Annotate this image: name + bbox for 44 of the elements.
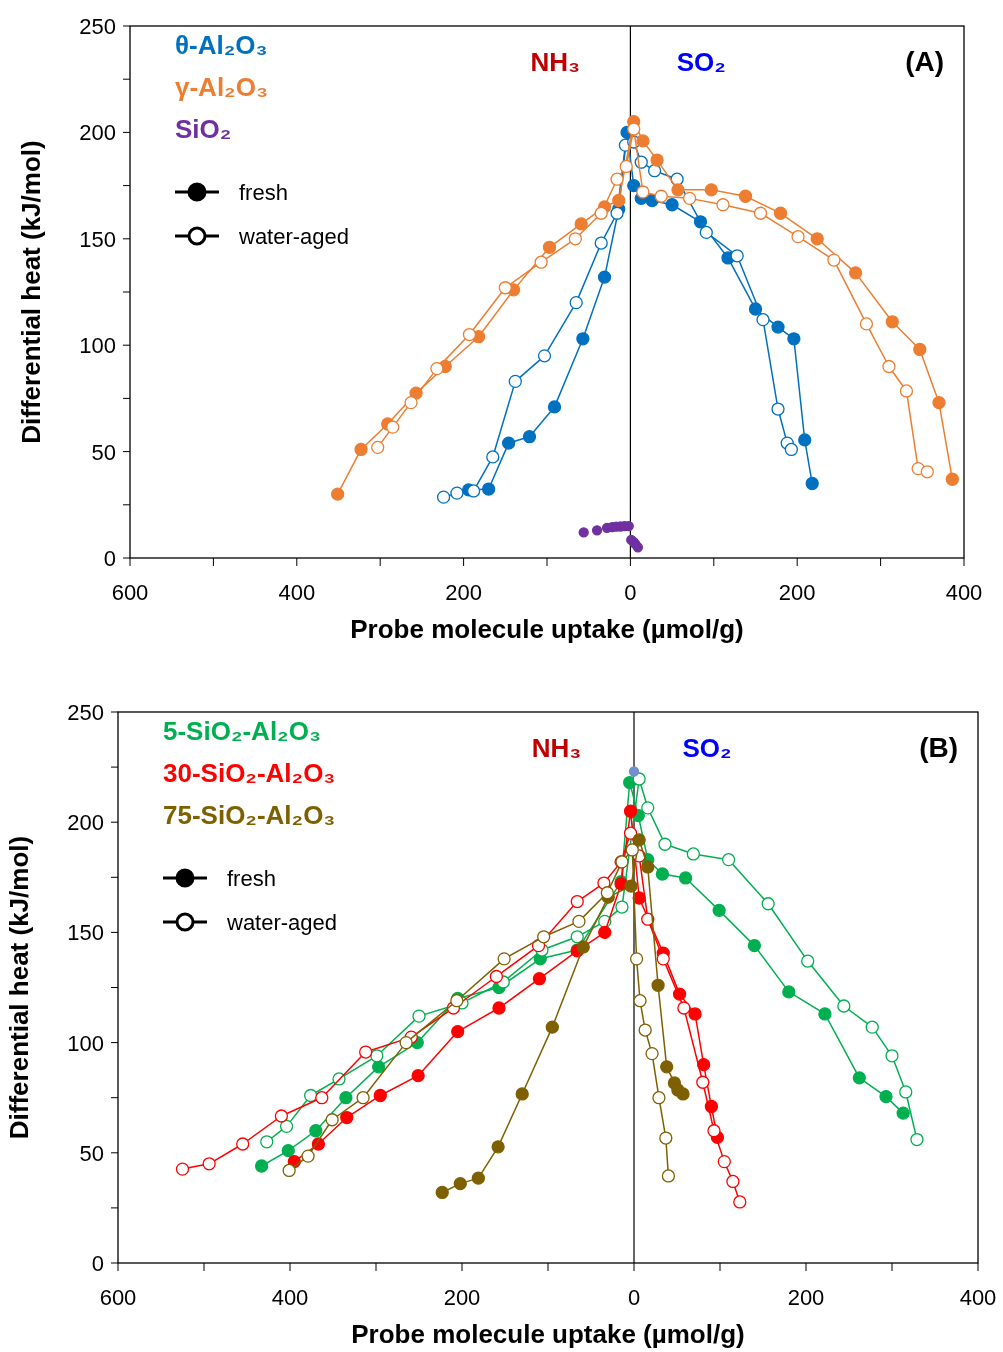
- text: γ-Al₂O₃: [175, 72, 268, 102]
- annotation: water-aged: [226, 910, 338, 935]
- annotation: fresh: [239, 180, 288, 205]
- x-tick-label: 200: [787, 1285, 825, 1310]
- text: θ-Al₂O₃: [175, 30, 268, 60]
- annotation: NH₃: [531, 733, 582, 763]
- x-tick-label: 0: [627, 1285, 641, 1310]
- x-axis-title: Probe molecule uptake (µmol/g): [351, 1319, 745, 1349]
- x-axis-title: Probe molecule uptake (µmol/g): [350, 614, 744, 644]
- y-tick-label: 0: [91, 1251, 104, 1276]
- annotation: fresh: [227, 866, 276, 891]
- text: 5-SiO₂-Al₂O₃: [163, 716, 321, 746]
- x-tick-label: 400: [945, 580, 983, 605]
- y-tick-label: 100: [67, 1030, 104, 1056]
- y-tick-label: 250: [79, 14, 116, 39]
- annotation: (B): [919, 732, 958, 763]
- y-tick-label: 200: [67, 810, 104, 836]
- x-tick-label: 400: [959, 1285, 997, 1310]
- annotation: water-aged: [238, 224, 350, 249]
- y-tick-label: 250: [67, 700, 104, 725]
- x-tick-label: 600: [99, 1285, 137, 1310]
- text: SiO₂: [175, 114, 232, 144]
- x-tick-label: 600: [111, 580, 149, 605]
- text: 75-SiO₂-Al₂O₃: [163, 800, 336, 830]
- y-tick-label: 200: [79, 120, 116, 146]
- annotation: SO₂: [676, 47, 726, 77]
- x-tick-label: 0: [624, 580, 637, 605]
- y-axis-title: Differential heat (kJ/mol): [4, 835, 34, 1140]
- x-tick-label: 200: [445, 580, 482, 605]
- y-tick-label: 50: [79, 1140, 104, 1166]
- y-tick-label: 150: [67, 920, 104, 946]
- annotation: NH₃: [530, 47, 581, 77]
- y-tick-label: 100: [79, 333, 116, 359]
- x-tick-label: 400: [271, 1285, 309, 1310]
- x-tick-label: 200: [778, 580, 816, 605]
- annotation: SO₂: [682, 733, 732, 763]
- y-tick-label: 150: [79, 226, 116, 252]
- x-tick-label: 400: [278, 580, 316, 605]
- y-axis-title: Differential heat (kJ/mol): [16, 140, 46, 444]
- annotation: (A): [905, 46, 944, 77]
- y-tick-label: 0: [103, 546, 116, 571]
- x-tick-label: 200: [443, 1285, 481, 1310]
- y-tick-label: 50: [91, 439, 116, 465]
- text: 30-SiO₂-Al₂O₃: [163, 758, 336, 788]
